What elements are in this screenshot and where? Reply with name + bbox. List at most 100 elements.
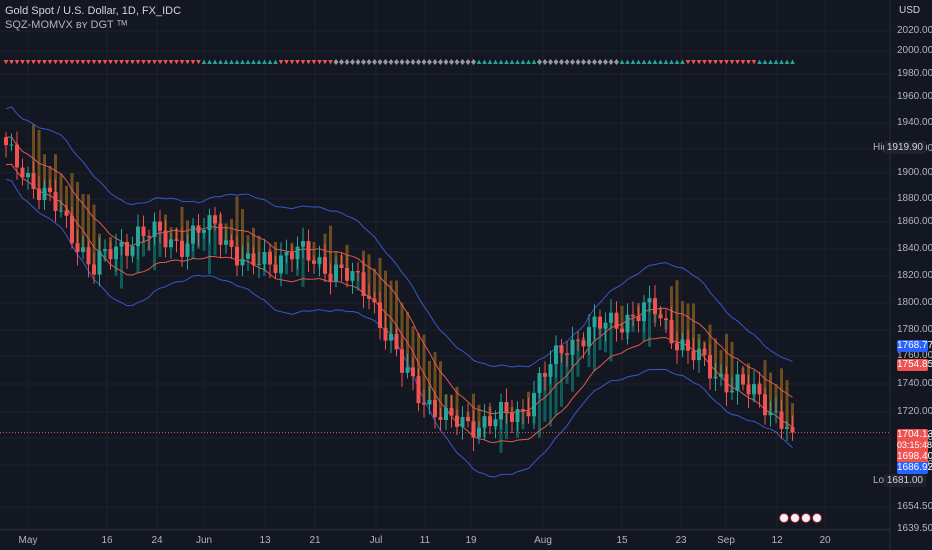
momentum-bar [257,235,261,265]
squeeze-on-marker [3,60,9,65]
candle-body [147,235,151,237]
candle-body [262,252,267,265]
squeeze-on-marker [300,60,306,65]
squeeze-off-marker [229,59,234,64]
momentum-bar [81,193,85,248]
momentum-bar [312,241,316,264]
candle-body [653,298,657,315]
squeeze-on-marker [696,60,702,65]
upper-band-price-tag: 1768.77 [897,340,932,352]
no-squeeze-marker [366,59,372,65]
squeeze-off-marker [658,59,663,64]
squeeze-on-marker [9,60,14,65]
squeeze-off-marker [223,59,229,64]
candle-body [312,260,316,264]
squeeze-off-marker [201,59,207,64]
candle-body [730,390,734,393]
candle-body [768,412,773,416]
squeeze-off-marker [768,59,773,64]
momentum-bar [620,305,624,333]
no-squeeze-marker [592,59,597,65]
candle-body [603,322,608,329]
squeeze-on-marker [317,60,322,65]
indicator-legend[interactable]: SQZ-MOMVX ʙʏ DGT ᵀᴹ [5,19,127,31]
squeeze-off-marker [498,59,504,64]
squeeze-off-marker [515,59,520,64]
high-value: 1919.90 [883,141,926,154]
squeeze-on-marker [328,60,333,65]
candle-body [735,374,740,391]
momentum-bar [433,351,437,418]
momentum-bar [153,221,156,271]
squeeze-on-marker [69,60,75,65]
squeeze-off-marker [647,59,652,64]
price-tick-label: 2020.00 [897,25,932,36]
candle-body [455,415,459,427]
momentum-bar [65,185,68,216]
candle-body [119,241,124,247]
us-flag-icon[interactable] [801,513,811,523]
momentum-bar [598,328,602,351]
squeeze-on-marker [91,60,97,65]
squeeze-on-marker [278,60,284,65]
squeeze-on-marker [168,60,174,65]
momentum-bar [417,333,420,404]
candle-body [246,253,250,259]
price-tick-label: 1760.00 [897,350,932,361]
no-squeeze-marker [339,59,344,65]
no-squeeze-marker [537,59,542,65]
momentum-bar [769,372,772,413]
squeeze-on-marker [31,60,36,65]
candle-body [251,253,256,266]
squeeze-on-marker [25,60,31,65]
candle-body [59,210,63,212]
us-flag-icon[interactable] [790,513,800,523]
upper-band-line [5,106,793,368]
candle-body [702,348,707,356]
currency-label[interactable]: USD [899,5,921,16]
candle-body [81,247,85,252]
flag-events-icon[interactable] [779,513,823,525]
momentum-bar [252,227,255,266]
momentum-bar [538,373,541,438]
candle-body [328,273,333,282]
squeeze-on-marker [86,60,91,65]
no-squeeze-marker [471,59,476,65]
squeeze-off-marker [273,59,278,64]
momentum-bar [235,196,239,266]
candle-body [174,239,179,241]
candle-body [532,392,536,417]
momentum-bar [208,215,211,275]
momentum-bar [48,165,52,193]
squeeze-on-marker [146,60,152,65]
candle-body [460,416,465,427]
squeeze-on-marker [58,60,64,65]
candle-body [334,264,338,282]
candle-body [576,339,580,341]
momentum-bar [373,268,376,303]
no-squeeze-marker [581,59,586,65]
squeeze-on-marker [289,60,295,65]
us-flag-icon[interactable] [812,513,822,523]
no-squeeze-marker [559,59,564,65]
squeeze-off-marker [663,59,669,64]
low-value: 1681.00 [883,474,926,487]
candle-body [719,374,723,377]
no-squeeze-marker [350,59,355,65]
candle-body [356,271,360,273]
squeeze-off-marker [652,59,658,64]
candle-body [383,327,388,341]
squeeze-off-marker [262,59,267,64]
high-price-tag: High 1919.90 [870,141,928,154]
no-squeeze-marker [355,59,361,65]
candle-body [103,249,107,251]
price-tick-label: 1940.00 [897,117,932,128]
us-flag-icon[interactable] [779,513,789,523]
candle-body [691,350,696,361]
symbol-legend[interactable]: Gold Spot / U.S. Dollar, 1D, FX_IDC [5,5,182,17]
no-squeeze-marker [553,59,559,65]
candle-body [191,225,195,244]
no-squeeze-marker [361,59,366,65]
momentum-bar [714,338,717,377]
